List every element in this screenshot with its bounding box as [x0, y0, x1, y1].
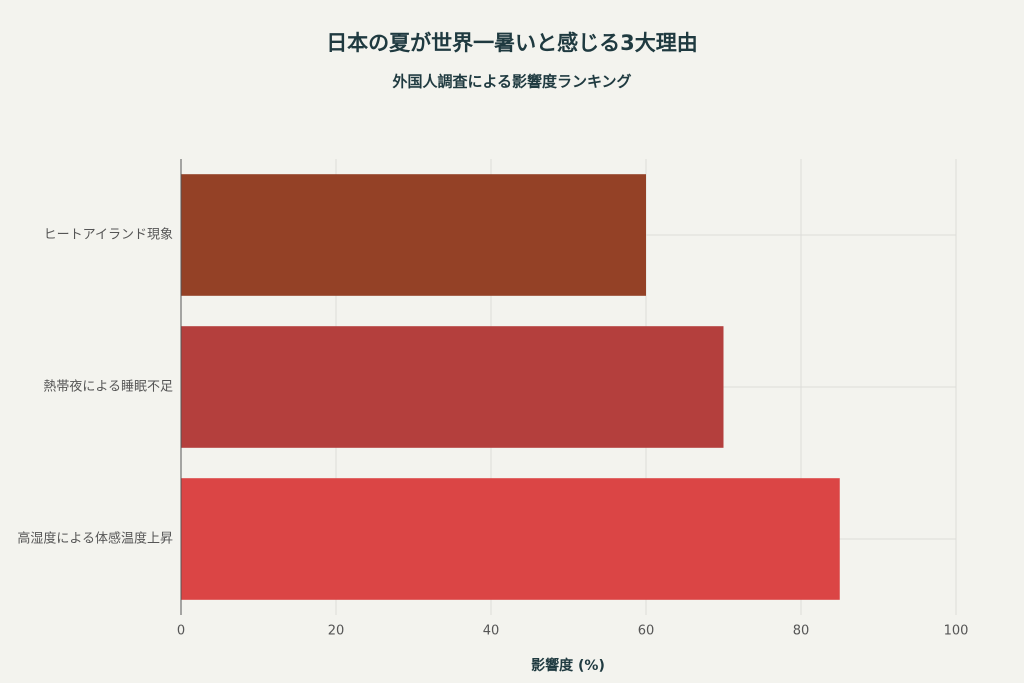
x-tick-label: 80: [793, 624, 810, 639]
bar: [181, 174, 646, 296]
x-tick-label: 40: [483, 624, 500, 639]
chart-title: 日本の夏が世界一暑いと感じる3大理由: [326, 31, 698, 55]
y-tick-label: 熱帯夜による睡眠不足: [43, 380, 173, 395]
y-tick-label: ヒートアイランド現象: [44, 228, 173, 243]
x-tick-label: 100: [944, 624, 969, 639]
x-tick-label: 20: [328, 624, 345, 639]
bar: [181, 478, 840, 600]
x-tick-label: 60: [638, 624, 655, 639]
x-axis-label: 影響度 (%): [531, 657, 605, 674]
bar: [181, 326, 724, 448]
y-tick-label: 高湿度による体感温度上昇: [17, 531, 173, 547]
x-tick-label: 0: [177, 624, 185, 639]
chart-subtitle: 外国人調査による影響度ランキング: [391, 73, 631, 91]
